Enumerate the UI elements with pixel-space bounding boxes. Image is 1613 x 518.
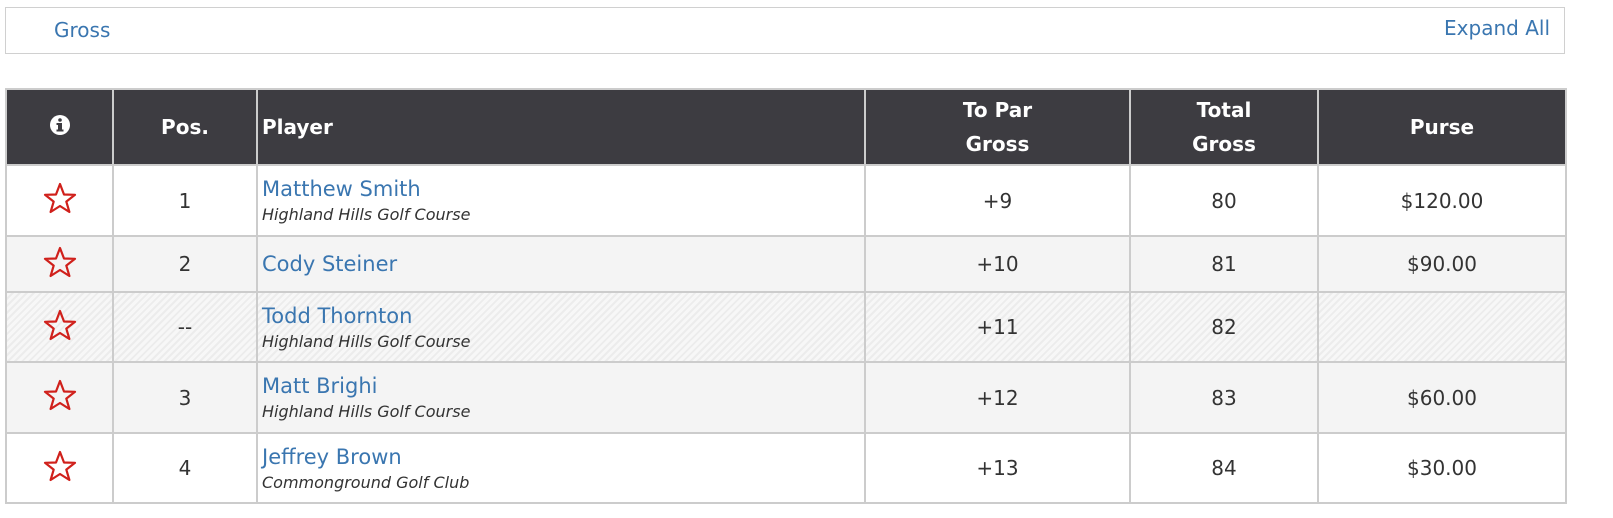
position: 1 bbox=[112, 164, 258, 237]
player-row: 1 Matthew Smith Highland Hills Golf Course… bbox=[5, 164, 1567, 237]
player-name[interactable]: Matt Brighi bbox=[262, 374, 378, 398]
to-par: +12 bbox=[864, 361, 1131, 434]
player-name[interactable]: Jeffrey Brown bbox=[262, 444, 402, 469]
purse: $90.00 bbox=[1317, 235, 1567, 293]
total: 84 bbox=[1129, 432, 1319, 504]
leaderboard: Pos. Player To Par Gross Total Gross Pur… bbox=[5, 88, 1567, 504]
star-cell bbox=[5, 235, 114, 293]
favorite-star[interactable] bbox=[43, 246, 77, 278]
rows: 1 Matthew Smith Highland Hills Golf Course… bbox=[5, 164, 1567, 504]
total: 80 bbox=[1129, 164, 1319, 237]
pos-header: Pos. bbox=[112, 88, 258, 166]
filter-bar: Gross Expand All bbox=[5, 7, 1565, 54]
purse: $120.00 bbox=[1317, 164, 1567, 237]
player-name[interactable]: Cody Steiner bbox=[262, 252, 398, 276]
course-name: Highland Hills Golf Course bbox=[262, 402, 471, 421]
star-cell bbox=[5, 291, 114, 363]
purse-empty bbox=[1317, 291, 1567, 363]
to-par-label: To Par Gross bbox=[962, 98, 1033, 156]
purse: $60.00 bbox=[1317, 361, 1567, 434]
to-par: +9 bbox=[864, 164, 1131, 237]
player-cell: Matt Brighi Highland Hills Golf Course bbox=[256, 361, 866, 434]
total: 83 bbox=[1129, 361, 1319, 434]
total: 81 bbox=[1129, 235, 1319, 293]
player-cell: Cody Steiner bbox=[256, 235, 866, 293]
favorite-star[interactable] bbox=[43, 182, 77, 214]
total-header: Total Gross bbox=[1129, 88, 1319, 166]
total: 82 bbox=[1129, 291, 1319, 363]
purse-header: Purse bbox=[1317, 88, 1567, 166]
position: 2 bbox=[112, 235, 258, 293]
info-icon bbox=[49, 114, 70, 135]
to-par: +11 bbox=[864, 291, 1131, 363]
to-par: +13 bbox=[864, 432, 1131, 504]
player-name[interactable]: Matthew Smith bbox=[262, 177, 421, 201]
info-header bbox=[5, 88, 114, 166]
position: 4 bbox=[112, 432, 258, 504]
player-name[interactable]: Todd Thornton bbox=[262, 303, 413, 328]
to-par: +10 bbox=[864, 235, 1131, 293]
position: -- bbox=[112, 291, 258, 363]
star-cell bbox=[5, 432, 114, 504]
player-row: -- Todd Thornton Highland Hills Golf Cours… bbox=[5, 291, 1567, 363]
purse: $30.00 bbox=[1317, 432, 1567, 504]
favorite-star[interactable] bbox=[43, 309, 77, 341]
player-cell: Todd Thornton Highland Hills Golf Course bbox=[256, 291, 866, 363]
total-label: Total Gross bbox=[1192, 98, 1256, 156]
favorite-star[interactable] bbox=[43, 379, 77, 411]
player-row: 2 Cody Steiner +10 81 $90.00 bbox=[5, 235, 1567, 293]
expand-all[interactable]: Expand All bbox=[1444, 16, 1550, 40]
header-row: Pos. Player To Par Gross Total Gross Pur… bbox=[5, 88, 1567, 166]
course-name: Highland Hills Golf Course bbox=[262, 331, 471, 351]
position: 3 bbox=[112, 361, 258, 434]
to-par-header: To Par Gross bbox=[864, 88, 1131, 166]
player-cell: Jeffrey Brown Commonground Golf Club bbox=[256, 432, 866, 504]
player-header: Player bbox=[256, 88, 866, 166]
star-cell bbox=[5, 361, 114, 434]
course-name: Highland Hills Golf Course bbox=[262, 205, 471, 224]
player-cell: Matthew Smith Highland Hills Golf Course bbox=[256, 164, 866, 237]
course-name: Commonground Golf Club bbox=[262, 472, 470, 492]
player-row: 3 Matt Brighi Highland Hills Golf Course +1… bbox=[5, 361, 1567, 434]
star-cell bbox=[5, 164, 114, 237]
favorite-star[interactable] bbox=[43, 450, 77, 482]
gross-tab[interactable]: Gross bbox=[54, 18, 111, 42]
player-row: 4 Jeffrey Brown Commonground Golf Club +13 8… bbox=[5, 432, 1567, 504]
